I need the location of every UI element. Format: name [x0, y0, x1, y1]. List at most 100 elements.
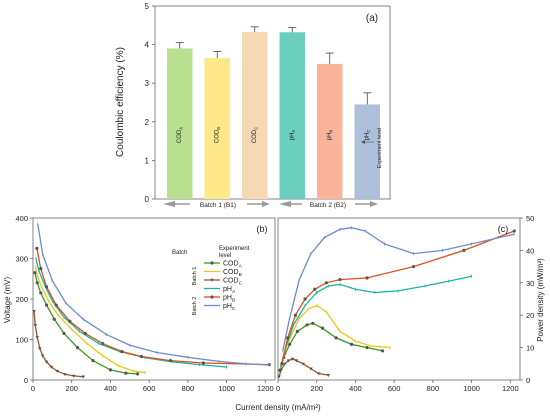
legend-level-header-line1: Experiment — [219, 246, 250, 252]
b-x-tick-label: 1000 — [218, 384, 235, 393]
b-point-pH_B — [35, 246, 39, 250]
legend-label-COD_A: CODA — [223, 261, 243, 270]
c-point-COD_C — [316, 372, 321, 376]
a-y-tick-label: 3 — [145, 79, 150, 88]
b-point-COD_A — [35, 281, 39, 285]
c-series-pH_A — [280, 275, 472, 368]
legend-batch1-label: Batch 1 — [192, 267, 198, 286]
batch1-left-arrow — [163, 201, 175, 207]
b-point-COD_A — [108, 368, 113, 372]
b-point-pH_B — [139, 354, 144, 359]
legend-label-pH_C: pHC — [223, 303, 236, 312]
panel-a-plot-frame — [154, 5, 391, 200]
b-point-pH_B — [54, 303, 58, 307]
legend-level-header-line2: level — [219, 253, 231, 259]
legend-label-pH_B: pHB — [223, 295, 235, 304]
legend-label-COD_B: CODB — [223, 269, 242, 278]
bar-pH_A — [279, 32, 305, 199]
c-point-pH_B — [280, 362, 284, 366]
b-x-tick-label: 0 — [31, 384, 35, 393]
c-point-pH_B — [365, 276, 369, 280]
b-point-COD_A — [39, 291, 43, 295]
b-series-pH_B — [36, 248, 270, 366]
c-point-COD_A — [365, 346, 369, 350]
b-x-tick-label: 800 — [182, 384, 195, 393]
c-point-COD_A — [305, 323, 309, 327]
b-point-pH_B — [39, 267, 43, 271]
legend-label-COD_C: CODC — [223, 278, 243, 287]
c-x-tick-label: 1200 — [502, 384, 519, 393]
b-y-tick-label: 100 — [15, 336, 28, 345]
b-point-COD_C — [71, 374, 76, 378]
c-point-COD_A — [380, 349, 385, 353]
c-y-tick-label: 30 — [526, 279, 534, 288]
b-x-tick-label: 400 — [104, 384, 117, 393]
b-y-tick-label: 300 — [15, 255, 28, 264]
panel-b-y-axis-title: Voltage (mV) — [3, 277, 12, 324]
c-point-pH_B — [303, 297, 307, 301]
c-point-pH_B — [462, 248, 466, 252]
panel-b-plot-frame — [32, 217, 276, 381]
c-point-COD_A — [334, 336, 338, 340]
experiment-level-annotation: Experiment level — [377, 128, 383, 169]
batch1-right-arrow — [262, 201, 270, 207]
c-point-COD_C — [301, 362, 305, 366]
b-point-COD_A — [52, 317, 56, 321]
c-point-pH_B — [286, 336, 290, 340]
c-point-COD_C — [286, 359, 291, 363]
b-series-COD_A — [34, 272, 138, 375]
b-point-COD_A — [62, 331, 66, 336]
c-point-COD_C — [282, 362, 287, 366]
annotation-arrowhead — [361, 140, 365, 144]
b-x-tick-label: 1200 — [257, 384, 274, 393]
b-point-COD_C — [35, 336, 40, 340]
bar-label-pH_A: pHA — [289, 130, 296, 141]
c-point-COD_A — [349, 342, 354, 346]
a-y-tick-label: 1 — [145, 156, 150, 165]
c-y-tick-label: 0 — [526, 376, 530, 385]
c-series-pH_B — [281, 230, 515, 364]
b-series-COD_C — [33, 311, 84, 378]
c-point-COD_C — [294, 359, 299, 363]
legend-batch2-label: Batch 2 — [192, 297, 198, 316]
c-x-tick-label: 0 — [276, 384, 280, 393]
c-y-tick-label: 10 — [526, 344, 534, 353]
b-series-COD_B — [34, 266, 146, 374]
panel-a-y-axis-title: Coulombic efficiency (%) — [115, 47, 126, 157]
c-point-pH_B — [411, 265, 416, 269]
bar-COD_C — [242, 31, 268, 199]
b-point-COD_C — [81, 375, 86, 379]
b-point-pH_B — [68, 319, 72, 323]
b-point-COD_A — [44, 303, 49, 307]
b-point-pH_B — [83, 331, 87, 336]
batch1-group-label: Batch 1 (B1) — [200, 202, 236, 209]
c-x-tick-label: 1000 — [463, 384, 480, 393]
b-series-pH_C — [37, 223, 270, 366]
a-y-tick-label: 4 — [145, 41, 150, 50]
b-point-COD_C — [44, 360, 49, 364]
panel-a-bar-chart: 0 1 2 3 4 5 CODA CODB CODC pHA pHB pHC (a) Coulomb… — [115, 2, 391, 209]
c-point-pH_B — [293, 313, 298, 317]
c-point-COD_A — [288, 342, 292, 346]
c-point-COD_A — [320, 326, 325, 330]
c-series-pH_C — [282, 227, 515, 351]
b-point-COD_C — [63, 373, 67, 377]
b-point-pH_B — [168, 358, 173, 363]
c-point-COD_C — [326, 373, 331, 377]
b-point-COD_A — [75, 346, 80, 350]
b-point-COD_C — [55, 369, 59, 373]
b-point-COD_A — [135, 372, 140, 376]
legend-label-pH_A: pHA — [223, 286, 236, 295]
b-x-tick-label: 600 — [143, 384, 156, 393]
bar-label-pH_C: pHC — [364, 130, 371, 141]
panel-c-label: (c) — [498, 224, 509, 234]
c-point-pH_B — [338, 277, 342, 282]
c-point-COD_C — [309, 367, 313, 371]
c-y-tick-label: 50 — [526, 214, 534, 223]
c-point-COD_C — [290, 357, 295, 361]
bar-COD_A — [167, 48, 193, 200]
panel-a-label: (a) — [366, 13, 378, 24]
bar-pH_B — [317, 63, 343, 200]
b-point-COD_C — [33, 324, 38, 328]
